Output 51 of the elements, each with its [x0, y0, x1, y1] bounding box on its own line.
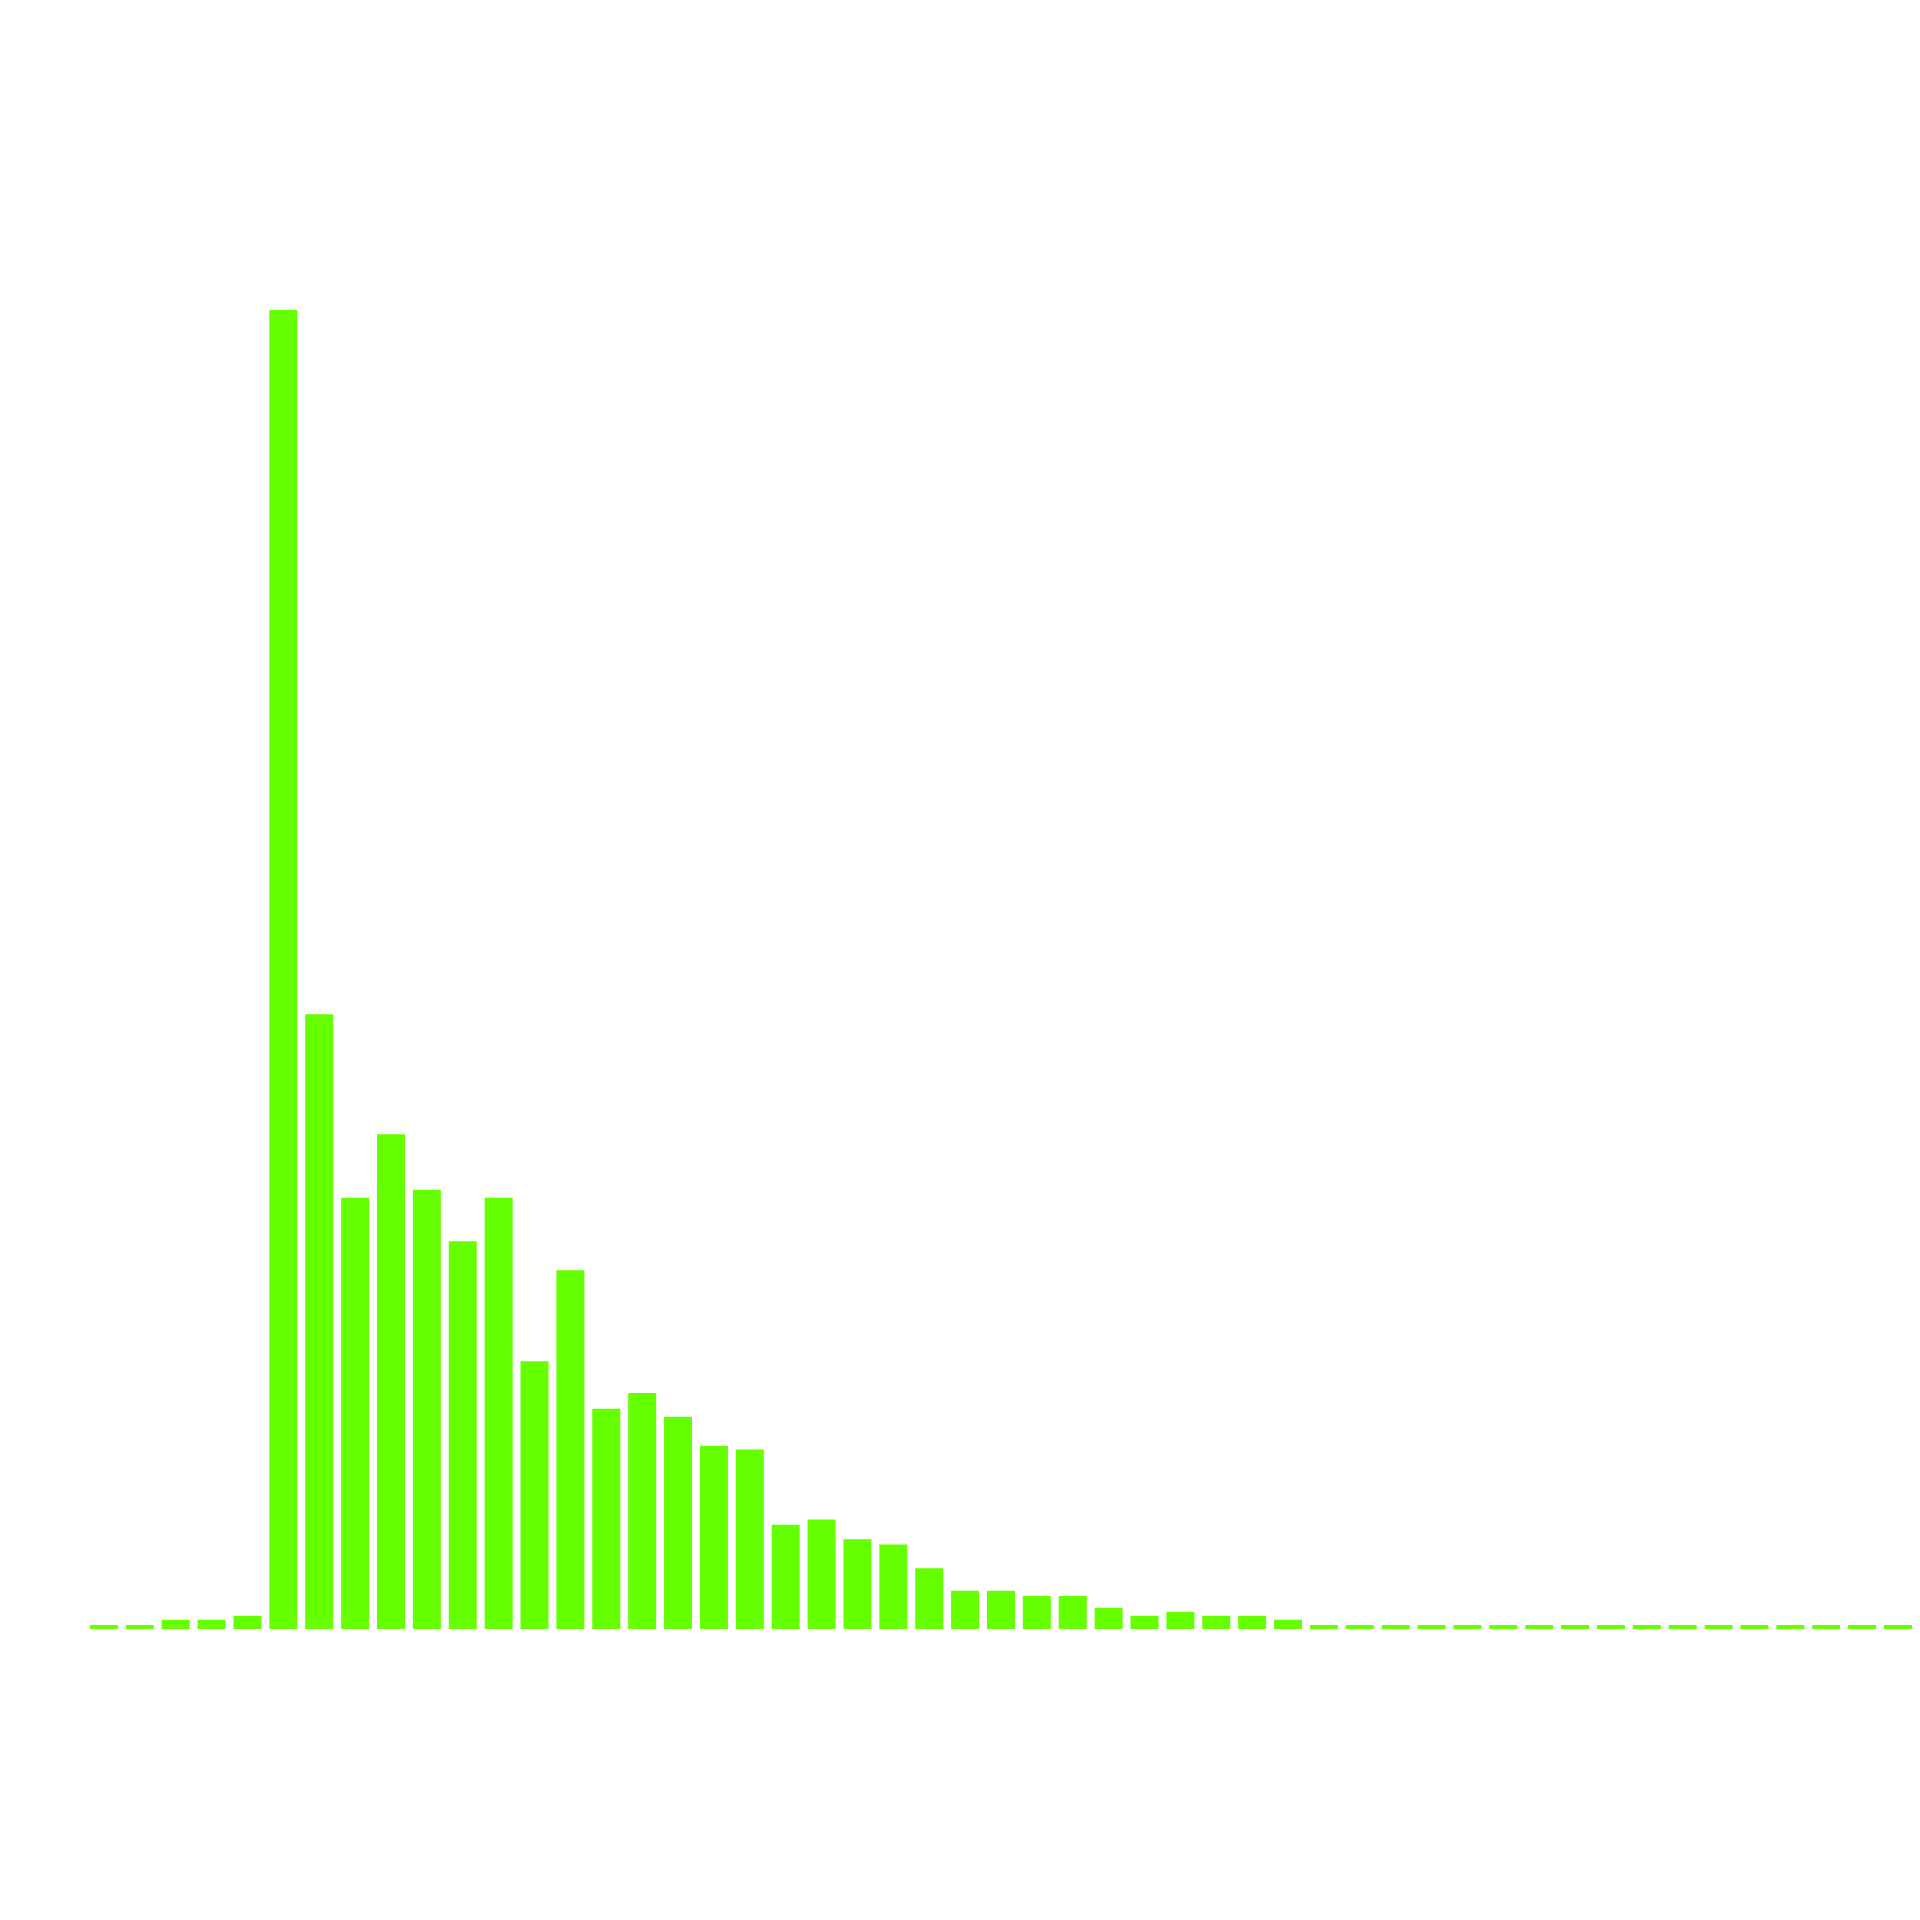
bar: [1058, 1596, 1087, 1629]
bar: [556, 1270, 585, 1629]
bar: [1525, 1625, 1554, 1629]
bar: [915, 1568, 944, 1629]
bar: [807, 1519, 836, 1629]
bar: [1345, 1625, 1374, 1629]
bar: [412, 1189, 441, 1629]
bar: [233, 1615, 262, 1629]
bar: [448, 1241, 477, 1629]
bar: [1022, 1596, 1051, 1629]
bar: [1812, 1625, 1841, 1629]
bar: [843, 1539, 872, 1629]
bar: [125, 1625, 154, 1629]
bar: [1238, 1615, 1267, 1629]
bar: [1381, 1625, 1410, 1629]
bar: [341, 1197, 370, 1629]
bar: [1202, 1615, 1231, 1629]
bar: [1489, 1625, 1518, 1629]
bar: [197, 1619, 226, 1629]
bar: [1453, 1625, 1482, 1629]
bar: [986, 1590, 1015, 1629]
bar: [520, 1361, 549, 1629]
bar: [771, 1524, 800, 1629]
bar: [1417, 1625, 1446, 1629]
bar: [269, 309, 298, 1629]
bar: [664, 1416, 693, 1629]
bar: [699, 1445, 728, 1629]
bar: [1668, 1625, 1697, 1629]
bar: [305, 1014, 334, 1629]
bar: [1740, 1625, 1769, 1629]
bar: [1130, 1615, 1159, 1629]
bar: [879, 1544, 908, 1629]
bar: [1309, 1625, 1338, 1629]
bar: [1596, 1625, 1625, 1629]
bar: [1561, 1625, 1590, 1629]
bar: [484, 1197, 513, 1629]
bar: [1094, 1607, 1123, 1629]
bar: [628, 1392, 657, 1629]
bar: [951, 1590, 980, 1629]
bar: [89, 1625, 118, 1629]
bar: [1274, 1619, 1303, 1629]
bar: [1166, 1611, 1195, 1629]
bar: [1848, 1625, 1877, 1629]
bar: [376, 1134, 405, 1629]
bar: [1884, 1625, 1913, 1629]
bar: [735, 1449, 764, 1629]
bar: [592, 1408, 621, 1629]
bar: [1704, 1625, 1733, 1629]
bar: [161, 1619, 190, 1629]
bar: [1632, 1625, 1661, 1629]
bar: [1776, 1625, 1805, 1629]
